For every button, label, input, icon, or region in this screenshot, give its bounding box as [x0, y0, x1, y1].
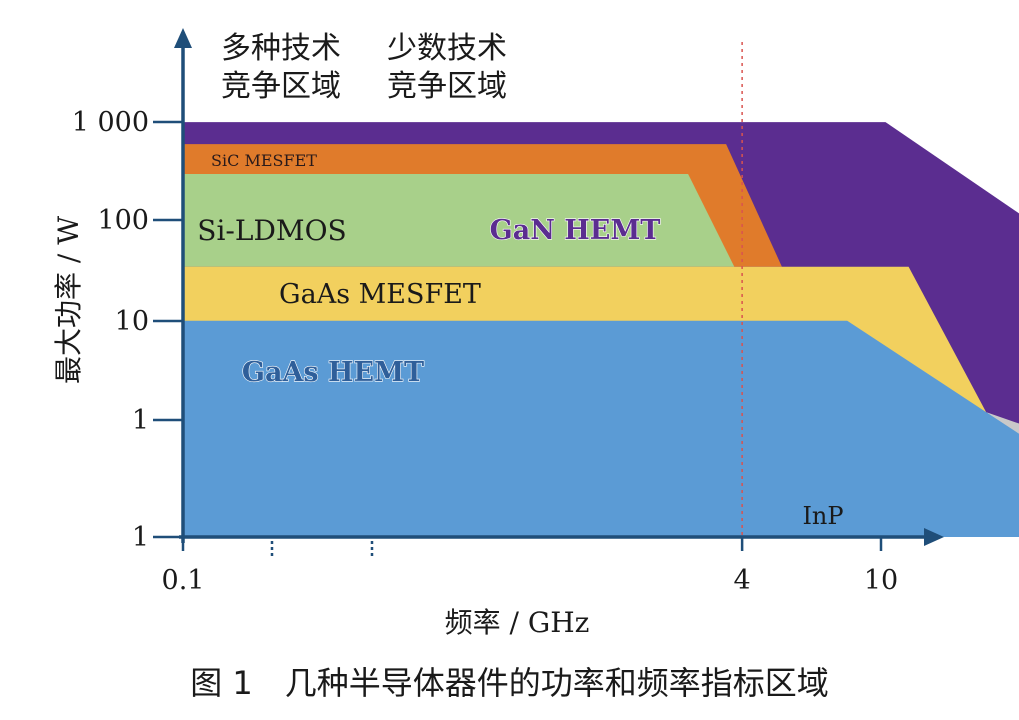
region-si-ldmos — [183, 174, 735, 267]
region-label-sic-mesfet: SiC MESFET — [211, 151, 317, 170]
zone-label-right-line-1: 少数技术 — [387, 31, 507, 66]
zone-label-right-line-2: 竞争区域 — [387, 69, 507, 104]
zone-label-left-line-1: 多种技术 — [221, 31, 341, 66]
labels-layer: GaN HEMT InP SiC MESFET Si-LDMOS GaAs MESFET… — [197, 31, 843, 530]
y-tick-label: 1 — [132, 405, 149, 436]
y-tick-label: 1 — [132, 522, 149, 553]
region-label-inp: InP — [802, 502, 843, 530]
x-tick-label: 4 — [734, 565, 751, 596]
region-label-si-ldmos: Si-LDMOS — [197, 214, 346, 247]
y-tick-label: 100 — [97, 205, 149, 236]
region-gaas-hemt — [183, 320, 1019, 537]
regions-layer — [183, 122, 1019, 537]
y-axis-title: 最大功率 / W — [52, 216, 85, 384]
y-axis-arrow — [174, 28, 192, 48]
x-tick-label: 10 — [864, 565, 898, 596]
region-label-gaas-mesfet: GaAs MESFET — [279, 279, 481, 310]
y-tick-label: 1 000 — [72, 107, 149, 138]
figure-caption: 图 1 几种半导体器件的功率和频率指标区域 — [190, 664, 829, 702]
zone-label-left-line-2: 竞争区域 — [221, 69, 341, 104]
x-axis-arrow — [924, 528, 944, 546]
y-tick-label: 10 — [115, 306, 149, 337]
region-label-gan-hemt: GaN HEMT — [490, 215, 661, 246]
x-axis-title: 频率 / GHz — [445, 606, 590, 639]
x-tick-label: 0.1 — [162, 565, 205, 596]
region-label-gaas-hemt: GaAs HEMT — [242, 357, 424, 388]
